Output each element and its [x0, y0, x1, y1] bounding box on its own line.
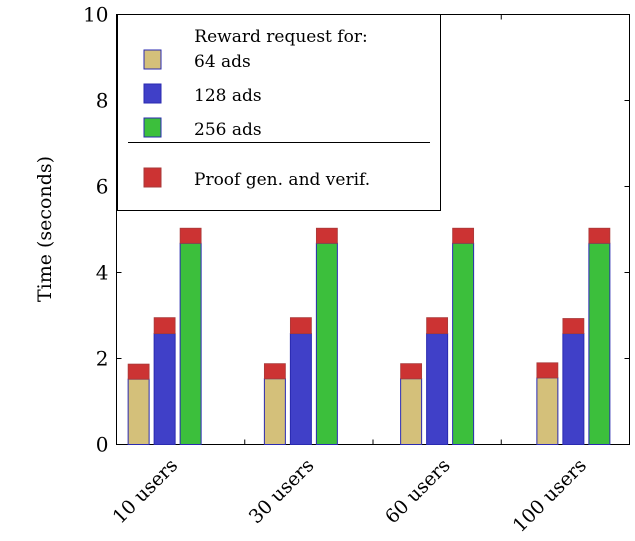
legend-swatch [143, 117, 162, 138]
legend-label: 64 ads [194, 52, 251, 72]
bar-64-ads [263, 378, 286, 445]
bar-overhead [127, 363, 150, 380]
y-tick-label: 4 [96, 261, 109, 285]
bars-group [127, 227, 611, 446]
y-tick-label: 0 [96, 433, 109, 457]
legend: Reward request for: 64 ads 128 ads 256 ads… [117, 14, 441, 211]
bar-overhead [452, 227, 475, 244]
bar-overhead [588, 227, 611, 244]
bar-overhead [263, 363, 286, 380]
bar-overhead [536, 362, 559, 379]
x-tick-label: 100 users [509, 454, 591, 536]
bar-64-ads [127, 378, 150, 446]
bar-128-ads [426, 333, 449, 445]
y-tick-label: 6 [96, 175, 109, 199]
legend-swatch [143, 83, 162, 104]
bar-overhead [289, 317, 312, 334]
y-tick-label: 8 [96, 89, 109, 113]
legend-title: Reward request for: [194, 27, 367, 47]
bar-128-ads [153, 333, 176, 445]
x-tick-label: 10 users [108, 454, 182, 528]
bar-256-ads [179, 242, 202, 445]
bar-64-ads [400, 378, 423, 445]
bar-128-ads [289, 333, 312, 445]
y-tick-label: 10 [83, 3, 108, 27]
legend-swatch [143, 49, 162, 70]
legend-label: 256 ads [194, 120, 262, 140]
bar-overhead [315, 227, 338, 244]
x-tick-label: 30 users [245, 454, 319, 528]
legend-swatch [143, 167, 162, 188]
legend-box [117, 14, 441, 211]
y-axis-label: Time (seconds) [34, 156, 56, 302]
legend-label: Proof gen. and verif. [194, 170, 370, 190]
bar-overhead [179, 227, 202, 244]
x-tick-label: 60 users [381, 454, 455, 528]
bar-64-ads [536, 377, 559, 446]
bar-256-ads [588, 242, 611, 445]
bar-256-ads [452, 242, 475, 445]
bar-overhead [153, 317, 176, 334]
y-tick-label: 2 [96, 347, 109, 371]
bar-256-ads [315, 242, 338, 445]
legend-label: 128 ads [194, 86, 262, 106]
bar-overhead [426, 317, 449, 334]
bar-overhead [562, 318, 585, 334]
bar-overhead [400, 363, 423, 380]
bar-128-ads [562, 333, 585, 445]
